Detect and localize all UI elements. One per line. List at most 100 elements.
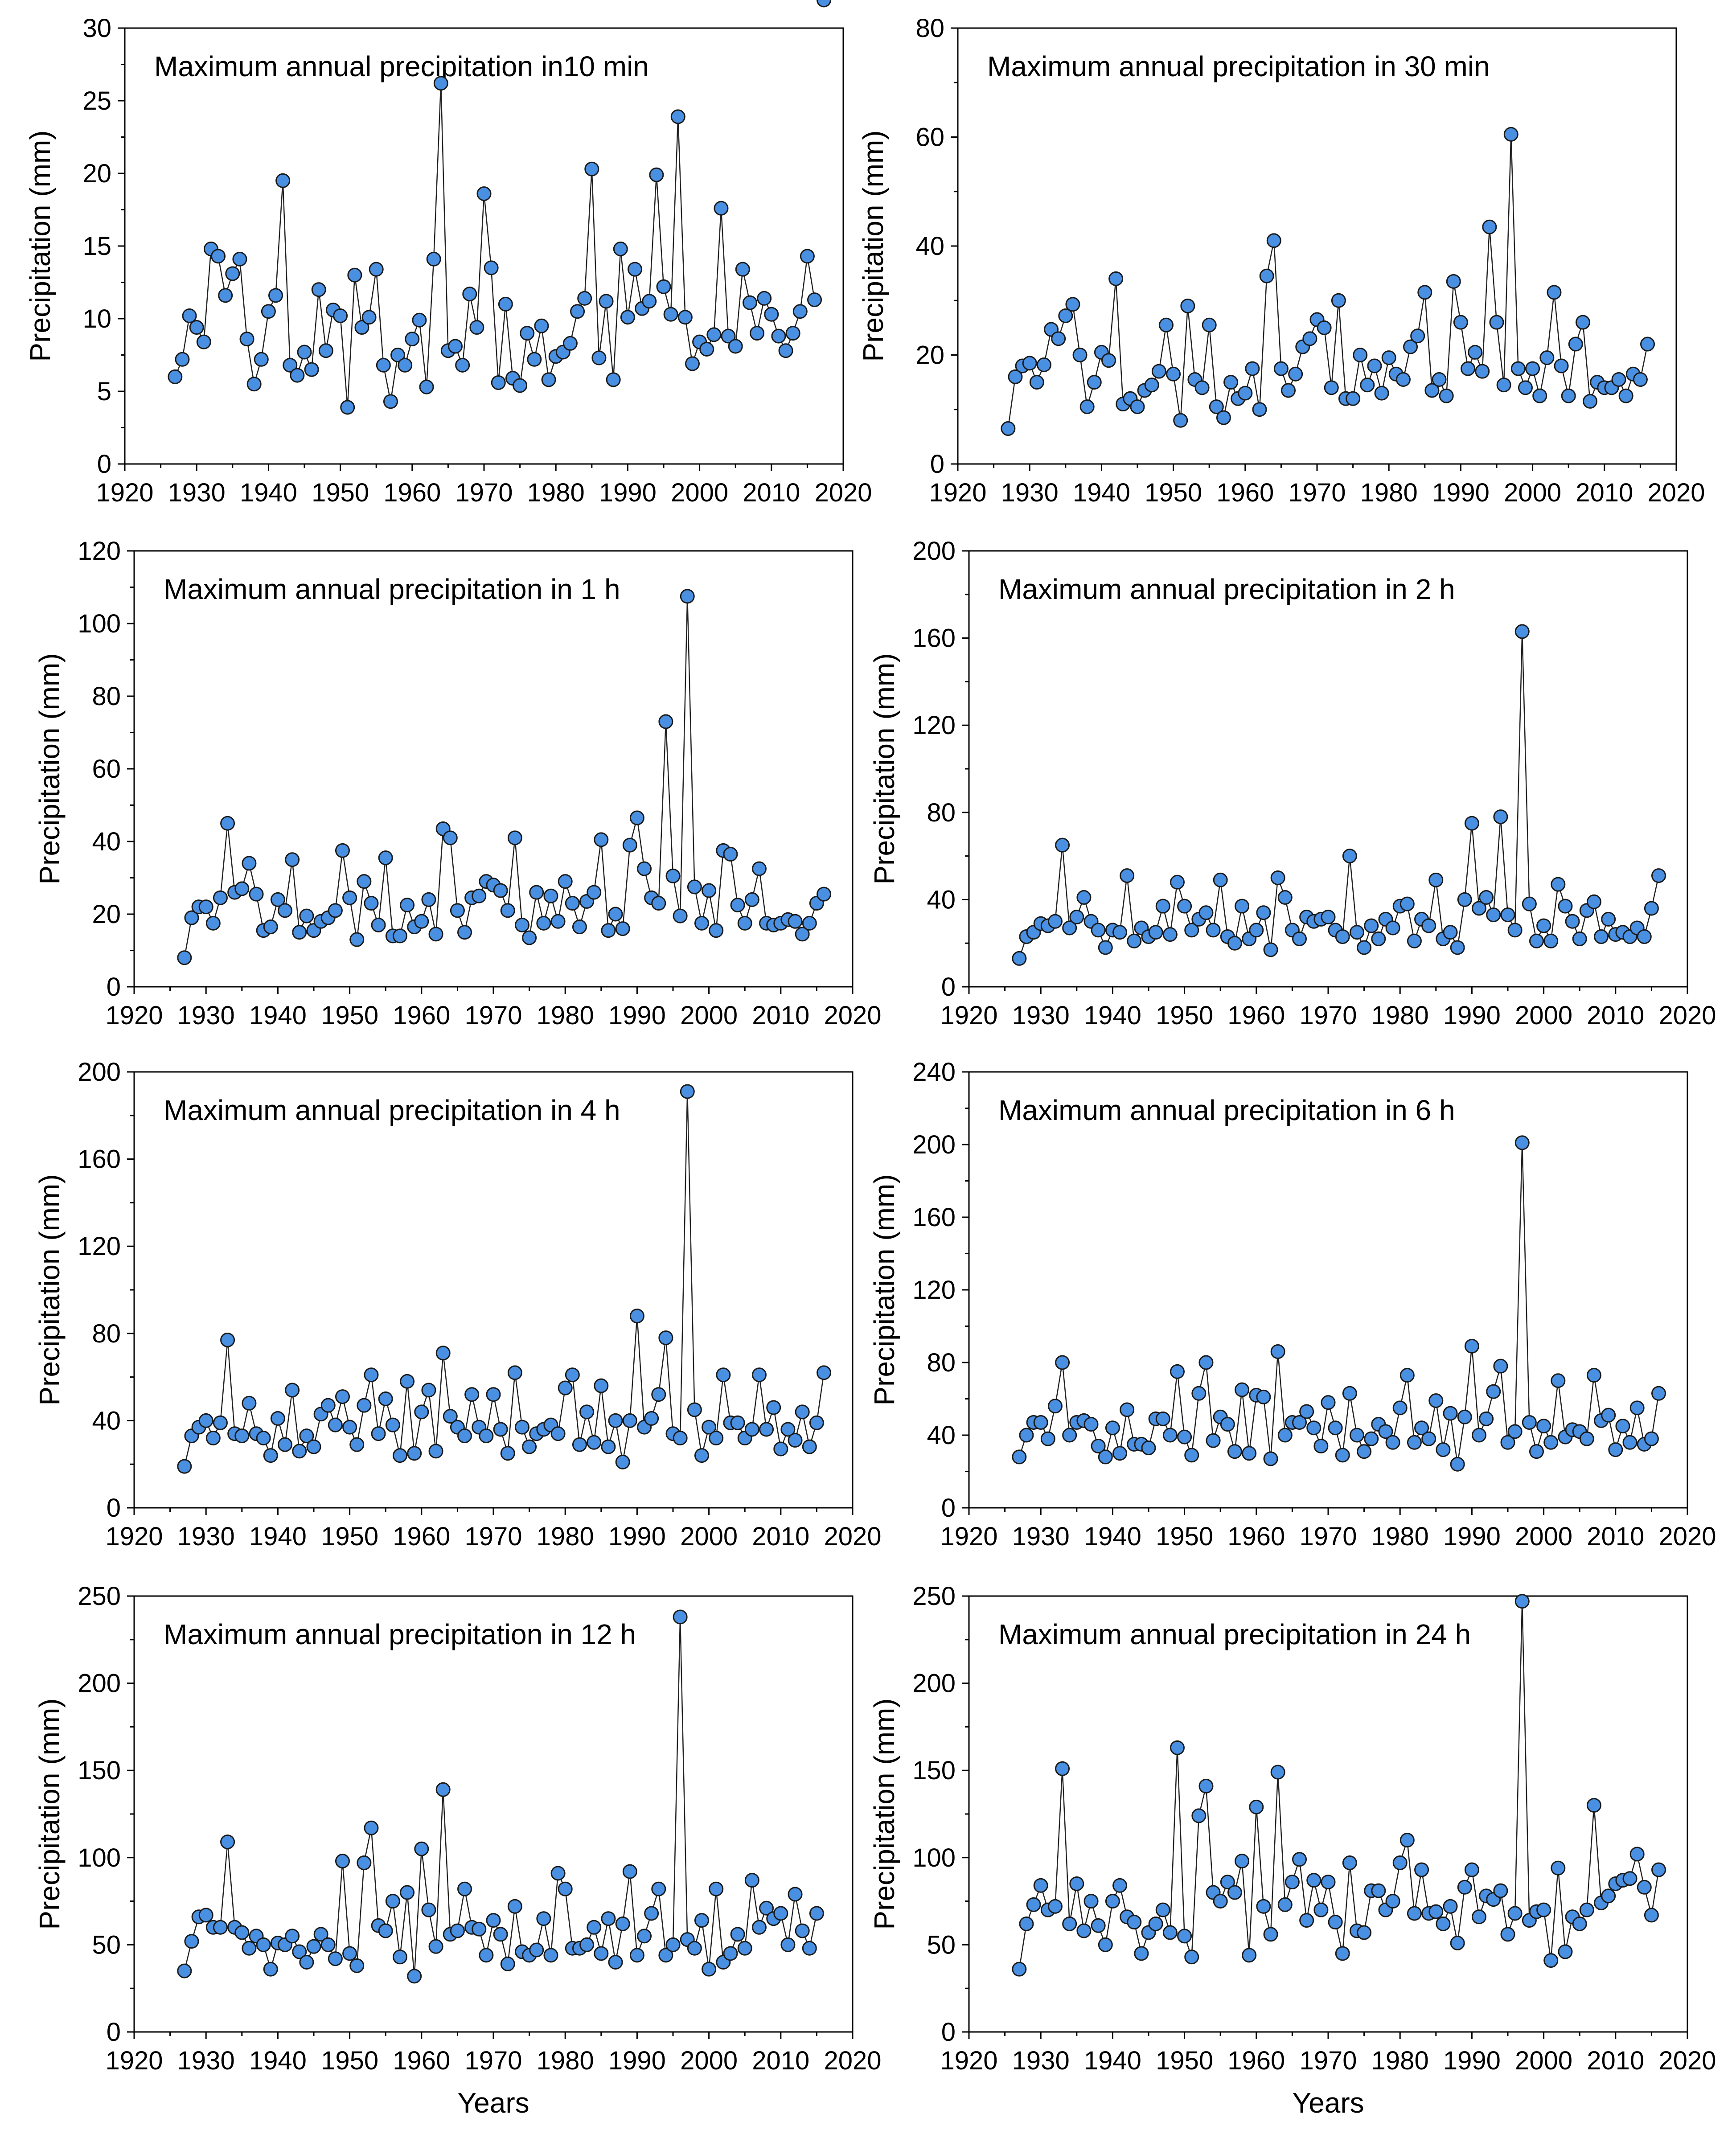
- data-point: [699, 341, 714, 357]
- data-point: [196, 334, 211, 349]
- data-point: [1475, 364, 1490, 379]
- data-point: [421, 892, 436, 907]
- x-tick-label: 1980: [1371, 1522, 1429, 1551]
- data-point: [285, 852, 300, 867]
- data-point: [364, 896, 379, 911]
- data-point: [1443, 1406, 1458, 1421]
- data-point: [261, 304, 276, 319]
- data-point: [1238, 386, 1253, 401]
- data-point: [1170, 1740, 1185, 1755]
- x-tick-label: 1990: [1443, 2046, 1501, 2075]
- y-axis-label: Precipitation (mm): [33, 1174, 66, 1405]
- data-point: [651, 1881, 666, 1896]
- data-point: [565, 1367, 580, 1383]
- data-point: [1615, 1419, 1630, 1434]
- data-point: [1644, 1431, 1659, 1446]
- data-point: [1051, 331, 1066, 346]
- data-point: [1443, 925, 1458, 940]
- data-point: [656, 279, 671, 294]
- x-tick-label: 1960: [1216, 478, 1274, 507]
- data-point: [673, 1609, 688, 1625]
- data-point: [242, 1941, 257, 1956]
- data-point: [788, 914, 803, 929]
- data-point: [1321, 1875, 1336, 1890]
- x-tick-label: 1930: [1012, 2046, 1070, 2075]
- data-point: [1285, 1875, 1300, 1890]
- data-point: [256, 1431, 271, 1446]
- x-tick-label: 2010: [1587, 2046, 1644, 2075]
- data-point: [1184, 1949, 1199, 1965]
- data-point: [448, 339, 463, 354]
- x-tick-label: 2020: [1658, 2046, 1716, 2075]
- data-point: [1461, 361, 1476, 376]
- data-point: [1407, 933, 1422, 948]
- data-point: [1428, 872, 1444, 887]
- data-point: [1173, 413, 1188, 428]
- x-tick-label: 2020: [824, 1001, 881, 1030]
- data-point: [1062, 920, 1077, 936]
- data-point: [1601, 1888, 1616, 1904]
- data-point: [1457, 1880, 1472, 1895]
- data-point: [507, 1899, 522, 1914]
- data-point: [1507, 1424, 1523, 1439]
- data-point: [299, 908, 314, 923]
- panel-4: 1920 1930 1940 1950 1960 1970 1980 1990 2000 2010…: [868, 537, 1716, 1030]
- y-tick-label: 40: [927, 885, 956, 914]
- x-tick-label: 1970: [1299, 1522, 1357, 1551]
- data-point: [773, 1441, 788, 1457]
- x-tick-label: 1940: [240, 478, 297, 507]
- data-point: [721, 328, 736, 344]
- data-point: [400, 898, 415, 913]
- data-point: [1227, 936, 1242, 951]
- data-point: [1134, 1946, 1149, 1961]
- data-point: [807, 292, 822, 308]
- y-tick-label: 80: [92, 1319, 121, 1348]
- data-point: [1058, 308, 1073, 323]
- x-tick-label: 2020: [1658, 1001, 1716, 1030]
- data-point: [1554, 358, 1569, 373]
- data-point: [1242, 1446, 1257, 1461]
- data-point: [778, 343, 793, 358]
- data-point: [1263, 1451, 1278, 1466]
- panel-title: Maximum annual precipitation in 6 h: [998, 1094, 1455, 1126]
- data-point: [1378, 1424, 1393, 1439]
- data-point: [443, 1409, 458, 1424]
- data-point: [1510, 361, 1526, 376]
- data-point: [1637, 1880, 1652, 1895]
- data-point: [728, 339, 743, 354]
- data-point: [802, 915, 817, 931]
- data-point: [364, 1367, 379, 1383]
- data-point: [268, 288, 283, 303]
- data-point: [802, 1941, 817, 1956]
- y-axis-label: Precipitation (mm): [868, 653, 900, 884]
- x-tick-label: 1930: [177, 1522, 235, 1551]
- data-point: [1191, 1808, 1207, 1823]
- data-point: [529, 1942, 544, 1958]
- data-point: [1029, 375, 1044, 390]
- y-tick-label: 80: [915, 14, 944, 43]
- data-point: [1464, 1338, 1479, 1354]
- data-point: [771, 328, 786, 344]
- data-point: [1321, 1395, 1336, 1410]
- data-point: [378, 1391, 393, 1406]
- data-point: [759, 1422, 774, 1437]
- data-point: [371, 917, 386, 932]
- data-point: [1472, 901, 1487, 916]
- y-tick-label: 120: [912, 1276, 956, 1305]
- data-point: [1601, 911, 1616, 927]
- data-point: [198, 1908, 213, 1923]
- data-point: [1644, 1908, 1659, 1923]
- data-point: [275, 173, 291, 188]
- y-tick-label: 40: [927, 1421, 956, 1450]
- data-point: [651, 1387, 666, 1402]
- data-point: [536, 915, 551, 931]
- data-point: [1579, 1431, 1594, 1446]
- data-point: [735, 262, 750, 277]
- data-point: [513, 378, 528, 393]
- data-point: [378, 1923, 393, 1938]
- panel-7: 1920 1930 1940 1950 1960 1970 1980 1990 2000 2010…: [33, 0, 882, 2075]
- data-point: [606, 372, 621, 387]
- y-tick-label: 200: [912, 537, 956, 566]
- data-point: [702, 1962, 717, 1977]
- data-point: [1479, 890, 1494, 905]
